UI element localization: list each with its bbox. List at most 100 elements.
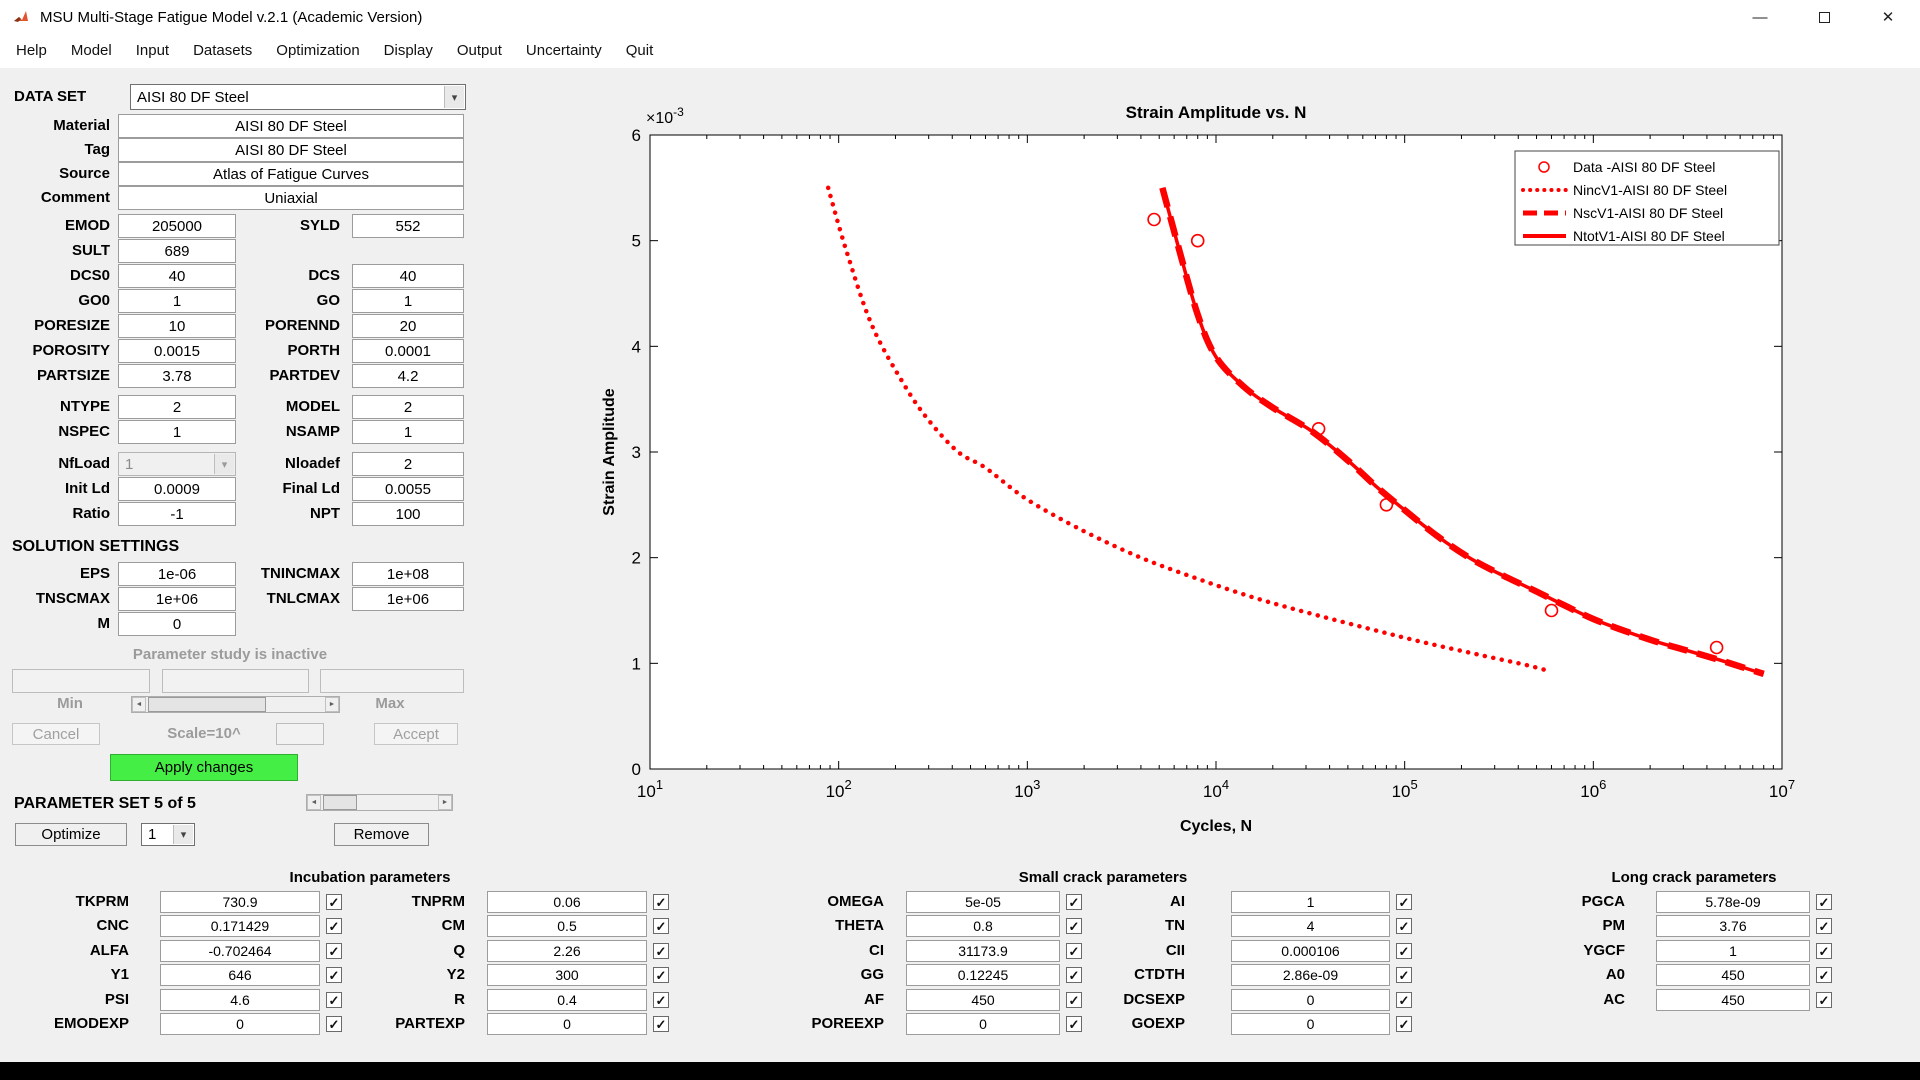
goexp-field[interactable] xyxy=(1231,1013,1390,1035)
apply-changes-button[interactable]: Apply changes xyxy=(110,754,298,781)
pm-checkbox[interactable]: ✓ xyxy=(1816,918,1832,934)
menu-item-model[interactable]: Model xyxy=(70,42,112,59)
dcsexp-field[interactable] xyxy=(1231,989,1390,1011)
partdev-field[interactable] xyxy=(352,364,464,388)
porennd-field[interactable] xyxy=(352,314,464,338)
ac-field[interactable] xyxy=(1656,989,1810,1011)
y1-field[interactable] xyxy=(160,964,320,986)
ac-checkbox[interactable]: ✓ xyxy=(1816,992,1832,1008)
y2-field[interactable] xyxy=(487,964,647,986)
menu-item-display[interactable]: Display xyxy=(383,42,433,59)
menu-item-uncertainty[interactable]: Uncertainty xyxy=(525,42,602,59)
tnprm-field[interactable] xyxy=(487,891,647,913)
cnc-field[interactable] xyxy=(160,915,320,937)
menu-item-output[interactable]: Output xyxy=(456,42,502,59)
minimize-button[interactable]: — xyxy=(1728,0,1792,34)
slider-right-arrow-icon[interactable]: ► xyxy=(438,795,452,810)
tkprm-field[interactable] xyxy=(160,891,320,913)
psi-checkbox[interactable]: ✓ xyxy=(326,992,342,1008)
study-field-1[interactable] xyxy=(12,669,150,693)
study-field-3[interactable] xyxy=(320,669,464,693)
cm-field[interactable] xyxy=(487,915,647,937)
ygcf-checkbox[interactable]: ✓ xyxy=(1816,943,1832,959)
cm-checkbox[interactable]: ✓ xyxy=(653,918,669,934)
porth-field[interactable] xyxy=(352,339,464,363)
pgca-field[interactable] xyxy=(1656,891,1810,913)
omega-checkbox[interactable]: ✓ xyxy=(1066,894,1082,910)
study-range-slider[interactable]: ◄ ► xyxy=(131,696,340,713)
poresize-field[interactable] xyxy=(118,314,236,338)
tnscmax-field[interactable] xyxy=(118,587,236,611)
finalld-field[interactable] xyxy=(352,477,464,501)
material-field[interactable] xyxy=(118,114,464,138)
dcs-field[interactable] xyxy=(352,264,464,288)
menu-item-help[interactable]: Help xyxy=(16,42,47,59)
tn-checkbox[interactable]: ✓ xyxy=(1396,918,1412,934)
slider-right-arrow-icon[interactable]: ► xyxy=(325,697,339,712)
ai-field[interactable] xyxy=(1231,891,1390,913)
poreexp-field[interactable] xyxy=(906,1013,1060,1035)
menu-item-quit[interactable]: Quit xyxy=(625,42,654,59)
tnincmax-field[interactable] xyxy=(352,562,464,586)
emodexp-checkbox[interactable]: ✓ xyxy=(326,1016,342,1032)
slider-left-arrow-icon[interactable]: ◄ xyxy=(132,697,146,712)
cancel-button[interactable]: Cancel xyxy=(12,723,100,745)
parameter-index-dropdown[interactable]: 1 ▾ xyxy=(141,823,195,846)
model-field[interactable] xyxy=(352,395,464,419)
dcsexp-checkbox[interactable]: ✓ xyxy=(1396,992,1412,1008)
tnprm-checkbox[interactable]: ✓ xyxy=(653,894,669,910)
partexp-field[interactable] xyxy=(487,1013,647,1035)
partsize-field[interactable] xyxy=(118,364,236,388)
nloadef-field[interactable] xyxy=(352,452,464,476)
comment-field[interactable] xyxy=(118,186,464,210)
q-checkbox[interactable]: ✓ xyxy=(653,943,669,959)
r-field[interactable] xyxy=(487,989,647,1011)
ctdth-field[interactable] xyxy=(1231,964,1390,986)
go0-field[interactable] xyxy=(118,289,236,313)
accept-button[interactable]: Accept xyxy=(374,723,458,745)
alfa-field[interactable] xyxy=(160,940,320,962)
slider-left-arrow-icon[interactable]: ◄ xyxy=(307,795,321,810)
pm-field[interactable] xyxy=(1656,915,1810,937)
ntype-field[interactable] xyxy=(118,395,236,419)
omega-field[interactable] xyxy=(906,891,1060,913)
go-field[interactable] xyxy=(352,289,464,313)
theta-field[interactable] xyxy=(906,915,1060,937)
theta-checkbox[interactable]: ✓ xyxy=(1066,918,1082,934)
tag-field[interactable] xyxy=(118,138,464,162)
emod-field[interactable] xyxy=(118,214,236,238)
r-checkbox[interactable]: ✓ xyxy=(653,992,669,1008)
af-checkbox[interactable]: ✓ xyxy=(1066,992,1082,1008)
goexp-checkbox[interactable]: ✓ xyxy=(1396,1016,1412,1032)
study-field-2[interactable] xyxy=(162,669,309,693)
partexp-checkbox[interactable]: ✓ xyxy=(653,1016,669,1032)
menu-item-optimization[interactable]: Optimization xyxy=(276,42,360,59)
af-field[interactable] xyxy=(906,989,1060,1011)
tn-field[interactable] xyxy=(1231,915,1390,937)
gg-checkbox[interactable]: ✓ xyxy=(1066,967,1082,983)
menu-item-datasets[interactable]: Datasets xyxy=(193,42,253,59)
gg-field[interactable] xyxy=(906,964,1060,986)
parameter-set-slider[interactable]: ◄ ► xyxy=(306,794,453,811)
dataset-dropdown[interactable]: AISI 80 DF Steel ▾ xyxy=(130,84,466,110)
source-field[interactable] xyxy=(118,162,464,186)
dcs0-field[interactable] xyxy=(118,264,236,288)
tnlcmax-field[interactable] xyxy=(352,587,464,611)
study-slider-thumb[interactable] xyxy=(148,697,266,712)
poreexp-checkbox[interactable]: ✓ xyxy=(1066,1016,1082,1032)
ygcf-field[interactable] xyxy=(1656,940,1810,962)
eps-field[interactable] xyxy=(118,562,236,586)
alfa-checkbox[interactable]: ✓ xyxy=(326,943,342,959)
a0-field[interactable] xyxy=(1656,964,1810,986)
ratio-field[interactable] xyxy=(118,502,236,526)
sult-field[interactable] xyxy=(118,239,236,263)
ai-checkbox[interactable]: ✓ xyxy=(1396,894,1412,910)
y1-checkbox[interactable]: ✓ xyxy=(326,967,342,983)
initld-field[interactable] xyxy=(118,477,236,501)
pgca-checkbox[interactable]: ✓ xyxy=(1816,894,1832,910)
ci-field[interactable] xyxy=(906,940,1060,962)
tkprm-checkbox[interactable]: ✓ xyxy=(326,894,342,910)
close-button[interactable]: ✕ xyxy=(1856,0,1920,34)
a0-checkbox[interactable]: ✓ xyxy=(1816,967,1832,983)
ctdth-checkbox[interactable]: ✓ xyxy=(1396,967,1412,983)
